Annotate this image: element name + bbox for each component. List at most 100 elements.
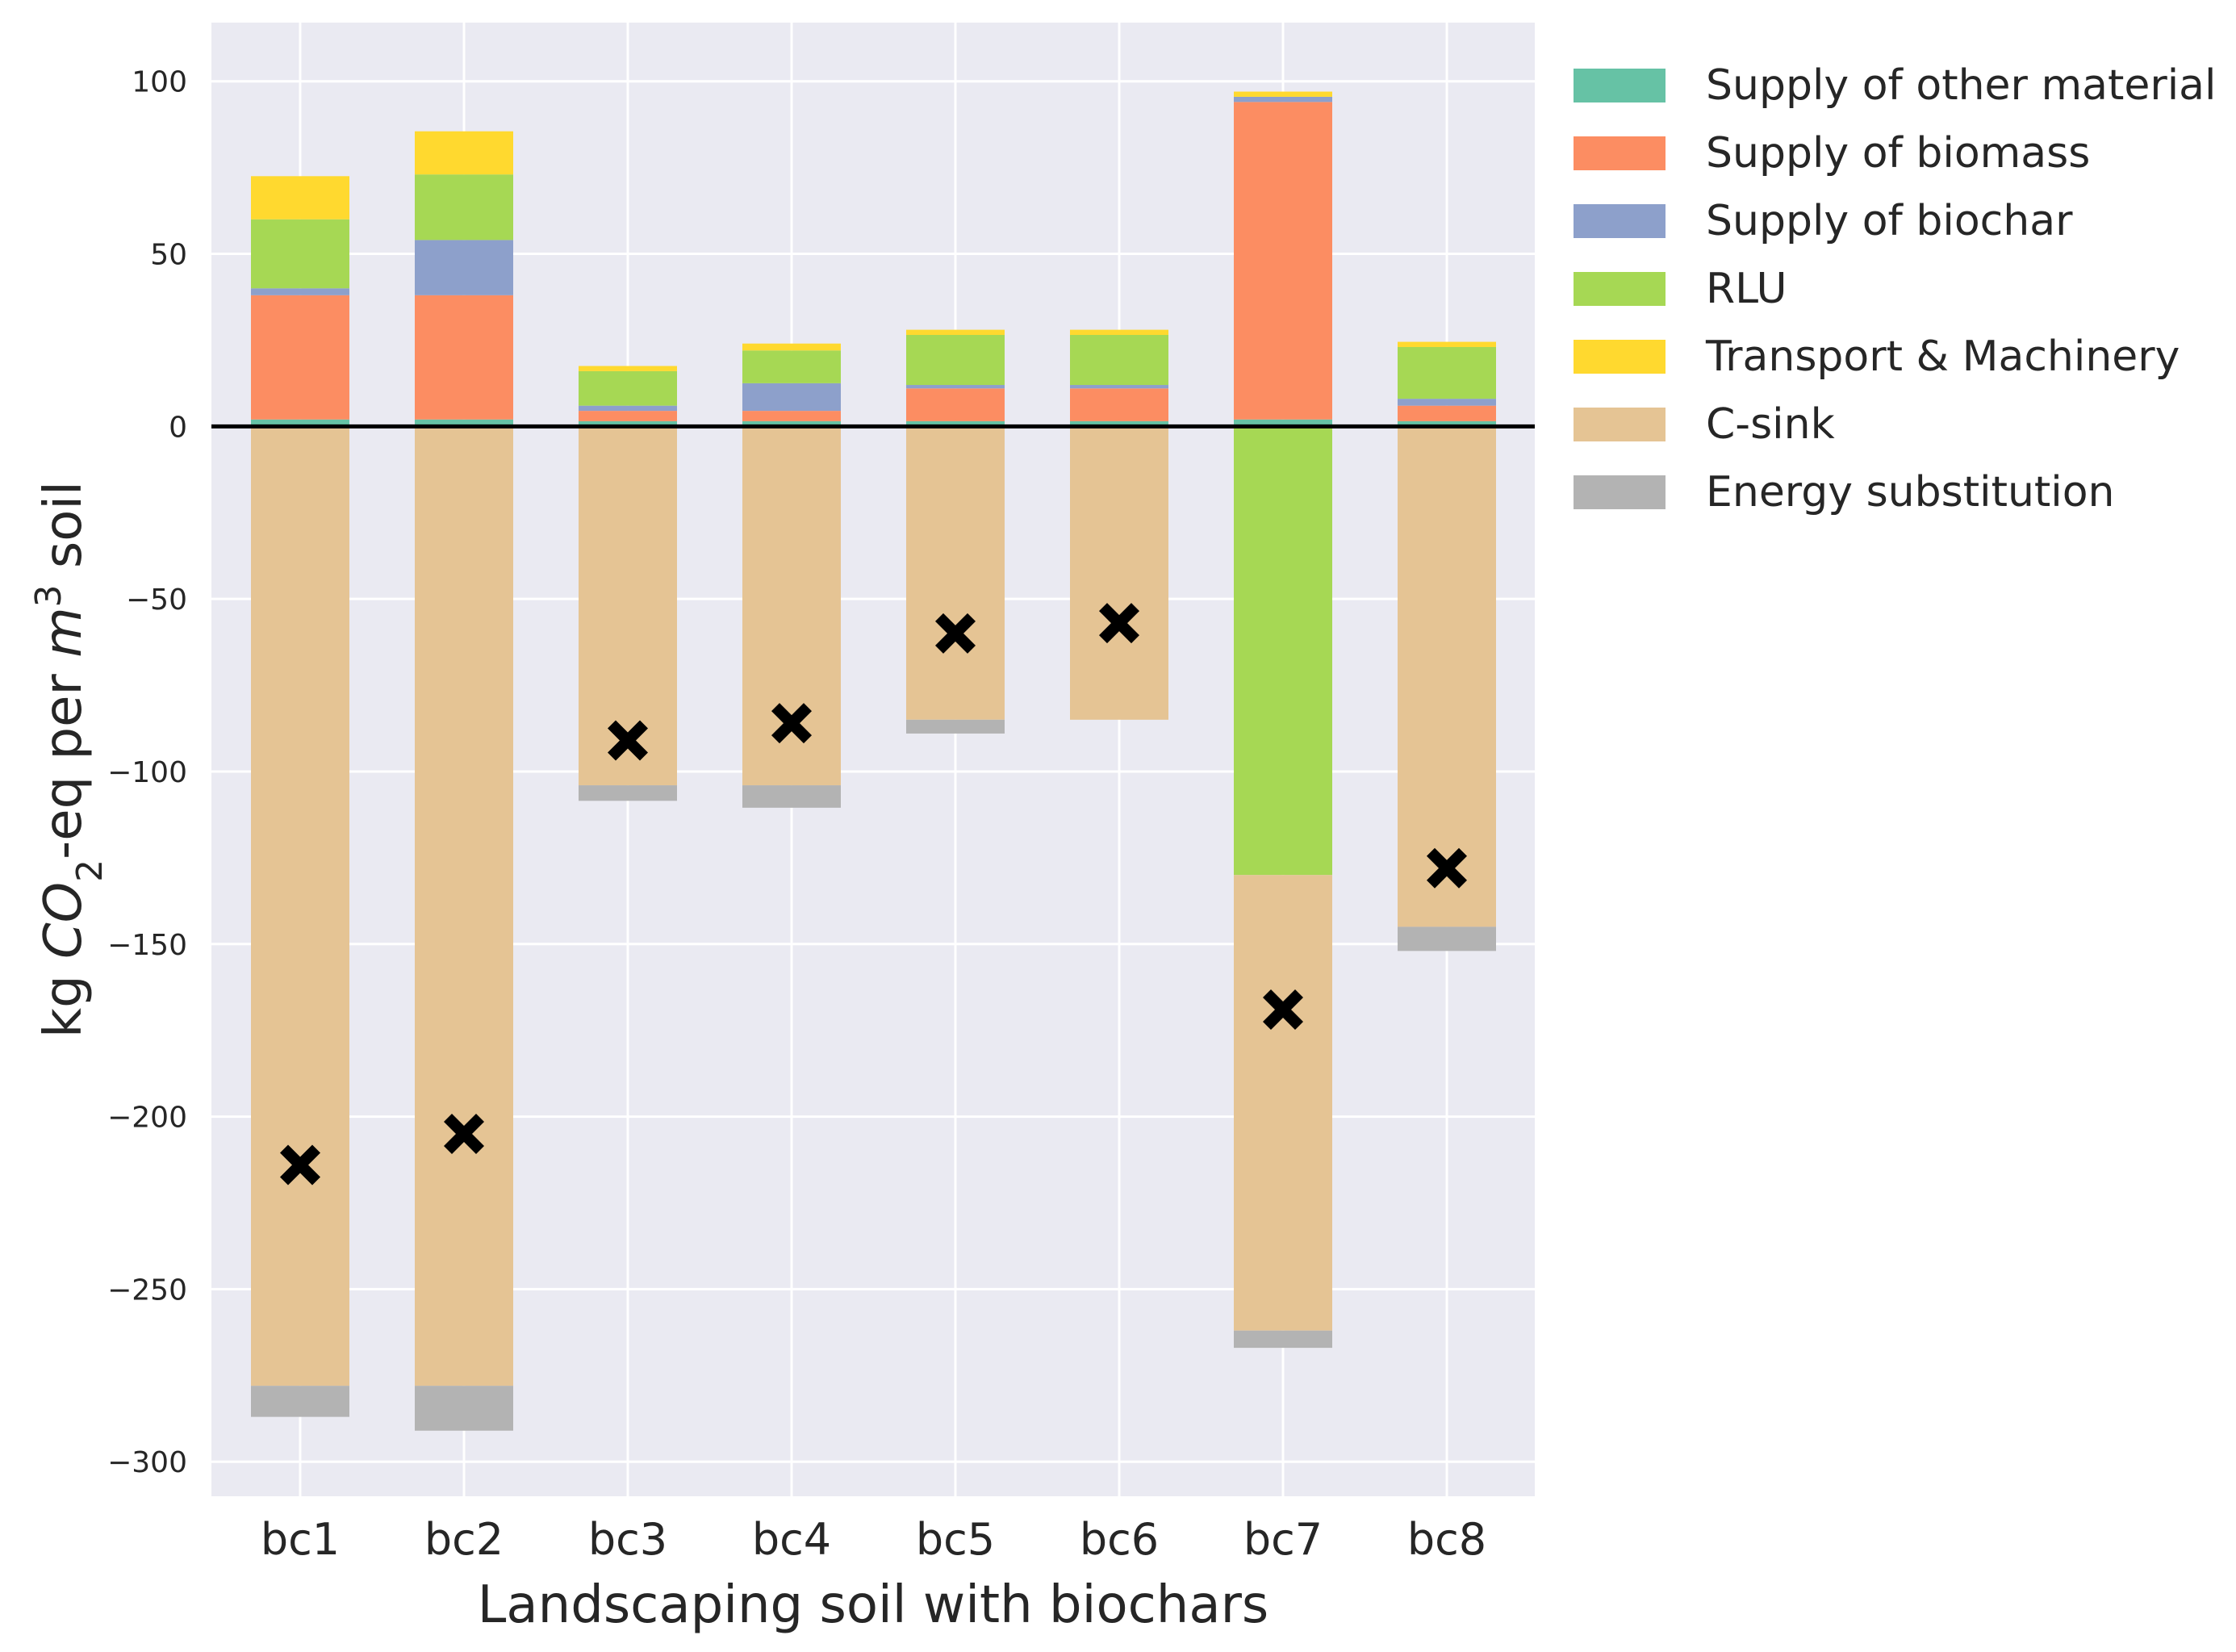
bar-bc1-series-0 xyxy=(251,419,349,427)
bar-bc1-series-1 xyxy=(251,295,349,420)
legend: Supply of other material Supply of biomas… xyxy=(1574,61,2216,517)
bar-bc3-series-1 xyxy=(579,411,677,421)
bar-bc7-series-0 xyxy=(1234,419,1332,427)
legend-label-6: Energy substitution xyxy=(1706,468,2115,517)
legend-label-2: Supply of biochar xyxy=(1706,197,2073,245)
bar-bc3-series-0 xyxy=(579,420,677,427)
x-tick-label-bc1: bc1 xyxy=(261,1514,340,1565)
legend-swatch-0 xyxy=(1574,69,1666,102)
x-tick-label-bc8: bc8 xyxy=(1407,1514,1486,1565)
x-tick-label-bc7: bc7 xyxy=(1243,1514,1323,1565)
bars xyxy=(251,91,1496,1431)
bar-bc2-series-2 xyxy=(415,240,513,295)
x-tick-label-bc6: bc6 xyxy=(1080,1514,1159,1565)
bar-bc8-series-1 xyxy=(1398,405,1496,421)
net-marker-bc7 xyxy=(1263,989,1303,1031)
y-tick-label: −100 xyxy=(107,756,187,789)
bar-bc3-series-2 xyxy=(579,405,677,412)
legend-label-3: RLU xyxy=(1706,265,1787,313)
y-tick-label: −50 xyxy=(126,583,187,617)
bar-bc8-series-2 xyxy=(1398,399,1496,406)
bar-bc2-series-6 xyxy=(415,1386,513,1431)
legend-swatch-4 xyxy=(1574,340,1666,374)
bar-bc4-series-3 xyxy=(742,350,841,383)
y-tick-label: 100 xyxy=(132,66,187,99)
x-tick-label-bc3: bc3 xyxy=(588,1514,667,1565)
bar-bc1-series-2 xyxy=(251,288,349,295)
x-axis-title: Landscaping soil with biochars xyxy=(478,1575,1268,1635)
bar-bc7-series-1 xyxy=(1234,102,1332,420)
bar-bc1-series-4 xyxy=(251,176,349,220)
net-marker-bc1 xyxy=(280,1144,320,1186)
legend-swatch-1 xyxy=(1574,136,1666,170)
net-marker-bc2 xyxy=(444,1113,484,1154)
x-tick-label-bc5: bc5 xyxy=(916,1514,995,1565)
y-tick-label: 50 xyxy=(150,239,187,272)
x-tick-label-bc4: bc4 xyxy=(752,1514,831,1565)
y-tick-label: −200 xyxy=(107,1102,187,1135)
bar-bc1-series-3 xyxy=(251,219,349,289)
bar-bc5-series-0 xyxy=(906,420,1005,427)
bar-bc6-series-0 xyxy=(1070,420,1168,427)
bar-bc6-series-5 xyxy=(1070,426,1168,720)
y-tick-label: −300 xyxy=(107,1446,187,1479)
y-tick-label: −150 xyxy=(107,929,187,962)
bar-bc4-series-0 xyxy=(742,420,841,427)
legend-swatch-5 xyxy=(1574,408,1666,441)
bar-bc1-series-5 xyxy=(251,426,349,1386)
bar-bc3-series-5 xyxy=(579,426,677,786)
x-tick-labels: bc1 bc2 bc3 bc4 bc5 bc6 bc7 bc8 xyxy=(261,1514,1486,1565)
y-tick-label: −250 xyxy=(107,1274,187,1307)
bar-bc6-series-2 xyxy=(1070,385,1168,389)
bar-bc4-series-1 xyxy=(742,411,841,421)
bar-bc8-series-5 xyxy=(1398,426,1496,927)
bar-bc5-series-6 xyxy=(906,719,1005,734)
bar-bc5-series-1 xyxy=(906,388,1005,421)
bar-bc7-series-6 xyxy=(1234,1330,1332,1349)
bar-bc8-series-3 xyxy=(1398,346,1496,399)
bar-bc5-series-3 xyxy=(906,335,1005,386)
bar-bc8-series-4 xyxy=(1398,341,1496,347)
legend-swatch-3 xyxy=(1574,272,1666,306)
net-marker-bc3 xyxy=(608,720,648,761)
bar-bc8-series-6 xyxy=(1398,926,1496,951)
bar-bc3-series-6 xyxy=(579,785,677,801)
x-tick-label-bc2: bc2 xyxy=(424,1514,504,1565)
bar-bc2-series-4 xyxy=(415,131,513,175)
net-marker-bc8 xyxy=(1427,847,1467,889)
bar-bc3-series-3 xyxy=(579,370,677,406)
bar-bc4-series-5 xyxy=(742,426,841,786)
net-marker-bc6 xyxy=(1099,603,1139,644)
bar-bc4-series-6 xyxy=(742,785,841,808)
bar-bc2-series-5 xyxy=(415,426,513,1386)
y-tick-label: 0 xyxy=(169,411,187,444)
bar-bc3-series-4 xyxy=(579,366,677,371)
net-marker-bc4 xyxy=(771,703,812,744)
bar-bc1-series-6 xyxy=(251,1386,349,1417)
net-markers xyxy=(280,603,1467,1186)
bar-bc6-series-3 xyxy=(1070,335,1168,386)
plot-background xyxy=(211,23,1535,1496)
legend-swatch-2 xyxy=(1574,204,1666,238)
bar-bc4-series-4 xyxy=(742,343,841,351)
bar-bc2-series-1 xyxy=(415,295,513,420)
legend-label-0: Supply of other material xyxy=(1706,61,2216,110)
bar-bc5-series-5 xyxy=(906,426,1005,720)
bar-bc6-series-4 xyxy=(1070,329,1168,336)
bar-bc6-series-1 xyxy=(1070,388,1168,421)
bar-bc5-series-2 xyxy=(906,385,1005,389)
legend-label-1: Supply of biomass xyxy=(1706,129,2090,178)
bar-bc7-series-5 xyxy=(1234,875,1332,1331)
bar-bc4-series-2 xyxy=(742,383,841,412)
legend-label-5: C-sink xyxy=(1706,400,1835,449)
bar-bc7-series-4 xyxy=(1234,91,1332,97)
y-tick-labels: 100 50 0 −50 −100 −150 −200 −250 −300 xyxy=(107,66,187,1480)
bar-bc7-series-2 xyxy=(1234,96,1332,102)
legend-swatch-6 xyxy=(1574,475,1666,509)
bar-bc2-series-3 xyxy=(415,174,513,240)
net-marker-bc5 xyxy=(935,613,976,654)
y-axis-title: kg CO2-eq per m3 soil xyxy=(28,481,111,1038)
bar-bc2-series-0 xyxy=(415,419,513,427)
bar-bc8-series-0 xyxy=(1398,420,1496,427)
